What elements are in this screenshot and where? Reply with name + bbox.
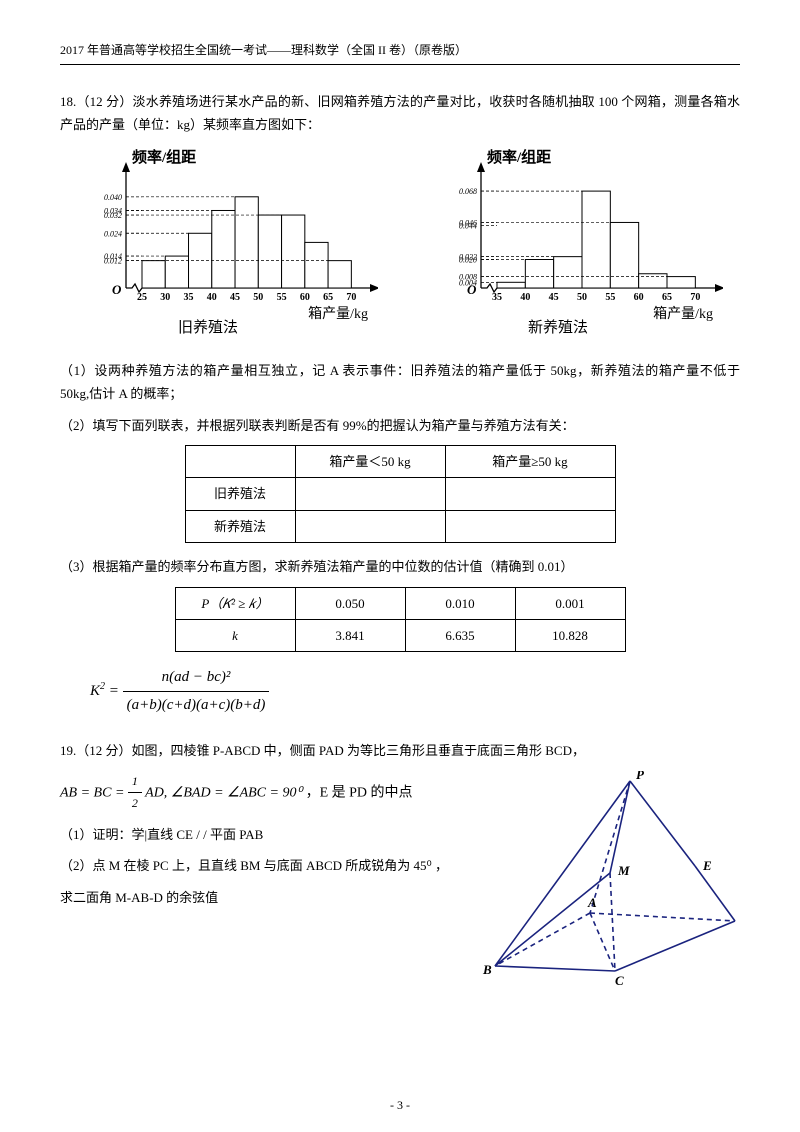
svg-text:箱产量/kg: 箱产量/kg xyxy=(308,306,368,322)
svg-text:60: 60 xyxy=(633,292,643,303)
svg-text:40: 40 xyxy=(520,292,530,303)
eq-half-den: 2 xyxy=(128,793,142,815)
page-header: 2017 年普通高等学校招生全国统一考试——理科数学（全国 II 卷）（原卷版） xyxy=(60,40,740,65)
svg-text:35: 35 xyxy=(492,292,502,303)
q18-sub1: （1）设两种养殖方法的箱产量相互独立，记 A 表示事件：旧养殖法的箱产量低于 5… xyxy=(60,359,740,406)
q19-eq: AB = BC = 1 2 AD, ∠BAD = ∠ABC = 90⁰ ，E 是… xyxy=(60,771,470,815)
svg-text:0.034: 0.034 xyxy=(104,207,122,216)
ct-h2: 箱产量≥50 kg xyxy=(445,445,615,477)
q19-sub2a: （2）点 M 在棱 PC 上，且直线 BM 与底面 ABCD 所成锐角为 45⁰… xyxy=(60,854,470,877)
svg-text:频率/组距: 频率/组距 xyxy=(132,148,196,166)
pv-r2c0: k xyxy=(175,619,295,651)
svg-text:P: P xyxy=(636,771,645,782)
svg-text:55: 55 xyxy=(605,292,615,303)
svg-text:频率/组距: 频率/组距 xyxy=(487,148,551,166)
svg-text:50: 50 xyxy=(577,292,587,303)
ct-r2c2 xyxy=(445,510,615,542)
svg-text:65: 65 xyxy=(323,292,333,303)
svg-text:70: 70 xyxy=(346,292,356,303)
formula-num: n(ad − bc)² xyxy=(123,664,270,692)
page-number: - 3 - xyxy=(0,1095,800,1117)
svg-text:0.008: 0.008 xyxy=(459,273,477,282)
pv-r1c0: P（𝐾² ≥ 𝑘） xyxy=(175,587,295,619)
table-row: 箱产量＜50 kg 箱产量≥50 kg xyxy=(185,445,615,477)
svg-text:45: 45 xyxy=(548,292,558,303)
svg-text:新养殖法: 新养殖法 xyxy=(527,319,587,336)
svg-text:0.014: 0.014 xyxy=(104,252,122,261)
svg-text:旧养殖法: 旧养殖法 xyxy=(177,319,237,336)
svg-text:0.040: 0.040 xyxy=(104,193,122,202)
svg-text:0.046: 0.046 xyxy=(459,219,477,228)
table-row: 新养殖法 xyxy=(185,510,615,542)
q19-figure: PEDAMBC xyxy=(480,771,740,993)
svg-text:0.022: 0.022 xyxy=(459,253,477,262)
formula-den: (a+b)(c+d)(a+c)(b+d) xyxy=(123,692,270,719)
ct-r1c2 xyxy=(445,478,615,510)
pv-r1c1: 0.050 xyxy=(295,587,405,619)
q19-text: AB = BC = 1 2 AD, ∠BAD = ∠ABC = 90⁰ ，E 是… xyxy=(60,771,470,993)
pv-r1c2: 0.010 xyxy=(405,587,515,619)
q18-sub3: （3）根据箱产量的频率分布直方图，求新养殖法箱产量的中位数的估计值（精确到 0.… xyxy=(60,555,740,578)
charts-row: 频率/组距O0.0120.0140.0240.0320.0340.0402530… xyxy=(60,146,740,343)
svg-text:60: 60 xyxy=(299,292,309,303)
formula-lhs: K xyxy=(90,683,100,699)
contingency-table: 箱产量＜50 kg 箱产量≥50 kg 旧养殖法 新养殖法 xyxy=(185,445,616,543)
pv-r2c3: 10.828 xyxy=(515,619,625,651)
svg-text:C: C xyxy=(615,973,624,986)
table-row: P（𝐾² ≥ 𝑘） 0.050 0.010 0.001 xyxy=(175,587,625,619)
q19-sub1: （1）证明：学|直线 CE / / 平面 PAB xyxy=(60,823,470,846)
pvalue-table: P（𝐾² ≥ 𝑘） 0.050 0.010 0.001 k 3.841 6.63… xyxy=(175,587,626,653)
svg-text:箱产量/kg: 箱产量/kg xyxy=(653,306,713,322)
svg-text:65: 65 xyxy=(662,292,672,303)
ct-h0 xyxy=(185,445,295,477)
chart1-svg: 频率/组距O0.0120.0140.0240.0320.0340.0402530… xyxy=(78,146,378,336)
ct-r1c0: 旧养殖法 xyxy=(185,478,295,510)
q19-stem: 19.（12 分）如图，四棱锥 P-ABCD 中，侧面 PAD 为等比三角形且垂… xyxy=(60,739,740,762)
ct-r1c1 xyxy=(295,478,445,510)
svg-text:45: 45 xyxy=(230,292,240,303)
chart2-svg: 频率/组距O0.0040.0080.0200.0220.0440.0460.06… xyxy=(433,146,723,336)
svg-text:B: B xyxy=(482,962,492,977)
eq-tail: ，E 是 PD 的中点 xyxy=(306,785,413,800)
svg-text:E: E xyxy=(702,858,712,873)
ct-r2c1 xyxy=(295,510,445,542)
svg-text:A: A xyxy=(587,895,597,910)
svg-text:M: M xyxy=(617,863,630,878)
table-row: k 3.841 6.635 10.828 xyxy=(175,619,625,651)
pyramid-svg: PEDAMBC xyxy=(480,771,740,986)
k2-formula: K2 = n(ad − bc)² (a+b)(c+d)(a+c)(b+d) xyxy=(90,664,740,719)
ct-r2c0: 新养殖法 xyxy=(185,510,295,542)
q18-sub2: （2）填写下面列联表，并根据列联表判断是否有 99%的把握认为箱产量与养殖方法有… xyxy=(60,414,740,437)
svg-text:55: 55 xyxy=(276,292,286,303)
pv-r1c3: 0.001 xyxy=(515,587,625,619)
table-row: 旧养殖法 xyxy=(185,478,615,510)
q19-sub2b: 求二面角 M-AB-D 的余弦值 xyxy=(60,886,470,909)
chart-old: 频率/组距O0.0120.0140.0240.0320.0340.0402530… xyxy=(78,146,378,343)
svg-text:0.024: 0.024 xyxy=(104,230,122,239)
q18-stem: 18.（12 分）淡水养殖场进行某水产品的新、旧网箱养殖方法的产量对比，收获时各… xyxy=(60,90,740,137)
eq-ab: AB = BC = xyxy=(60,785,128,800)
svg-text:O: O xyxy=(112,282,122,297)
ct-h1: 箱产量＜50 kg xyxy=(295,445,445,477)
eq-half-num: 1 xyxy=(128,771,142,794)
svg-text:70: 70 xyxy=(690,292,700,303)
svg-text:50: 50 xyxy=(253,292,263,303)
pv-r2c2: 6.635 xyxy=(405,619,515,651)
svg-text:25: 25 xyxy=(137,292,147,303)
eq-rest: AD, ∠BAD = ∠ABC = 90⁰ xyxy=(145,785,302,800)
q19-row: AB = BC = 1 2 AD, ∠BAD = ∠ABC = 90⁰ ，E 是… xyxy=(60,771,740,993)
svg-text:40: 40 xyxy=(206,292,216,303)
svg-text:35: 35 xyxy=(183,292,193,303)
svg-text:0.068: 0.068 xyxy=(459,187,477,196)
svg-text:30: 30 xyxy=(160,292,170,303)
chart-new: 频率/组距O0.0040.0080.0200.0220.0440.0460.06… xyxy=(433,146,723,343)
pv-r2c1: 3.841 xyxy=(295,619,405,651)
